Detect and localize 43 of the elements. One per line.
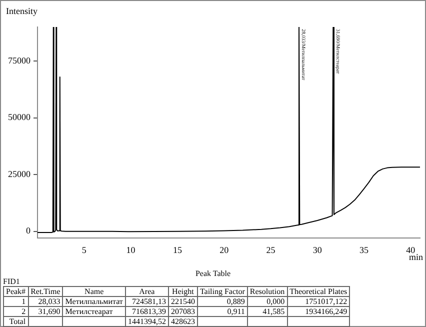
text: 724581,13: [125, 296, 168, 306]
text: FID1: [2, 277, 21, 286]
y-axis-title: Intensity: [6, 6, 38, 16]
text: 716813,39: [125, 306, 168, 316]
x-tick-label: 5: [82, 244, 87, 255]
y-tick-label: 0: [26, 226, 31, 236]
text: Tailing Factor: [197, 286, 248, 296]
x-tick-label: 35: [360, 244, 370, 255]
text: Resolution: [247, 286, 288, 296]
text: 0,000: [247, 296, 288, 306]
text: Метилпальмитат: [62, 296, 126, 306]
text: Peak#: [4, 286, 28, 296]
text: Theoretical Plates: [287, 286, 350, 296]
text: Name: [62, 286, 126, 296]
text: 1441394,52: [125, 316, 168, 326]
text: 207083: [168, 306, 198, 316]
text: 28,033: [28, 296, 63, 306]
text: 428623: [168, 316, 198, 326]
text: 41,585: [247, 306, 288, 316]
text: Peak Table: [194, 269, 232, 278]
text: 0,889: [197, 296, 248, 306]
text: Ret.Time: [28, 286, 63, 296]
text: Height: [168, 286, 198, 296]
x-tick-label: 20: [220, 244, 230, 255]
text: 221540: [168, 296, 198, 306]
text: 1751017,122: [287, 296, 350, 306]
text: 1: [4, 296, 28, 306]
y-tick-label: 75000: [8, 55, 31, 66]
text: 0,911: [197, 306, 248, 316]
x-tick-label: 15: [172, 244, 182, 255]
text: Total: [4, 316, 28, 326]
y-tick-label: 25000: [8, 168, 31, 179]
text: 2: [4, 306, 28, 316]
x-tick-label: 40: [406, 244, 416, 255]
x-tick-label: 30: [312, 244, 322, 255]
x-axis-title: min: [408, 252, 424, 262]
text: 1934166,249: [287, 306, 350, 316]
text: Area: [125, 286, 168, 296]
text: Метилстеарат: [62, 306, 126, 316]
x-tick-label: 25: [266, 244, 276, 255]
x-tick-label: 10: [126, 244, 136, 255]
text: 31,690: [28, 306, 63, 316]
y-tick-label: 50000: [8, 112, 31, 122]
